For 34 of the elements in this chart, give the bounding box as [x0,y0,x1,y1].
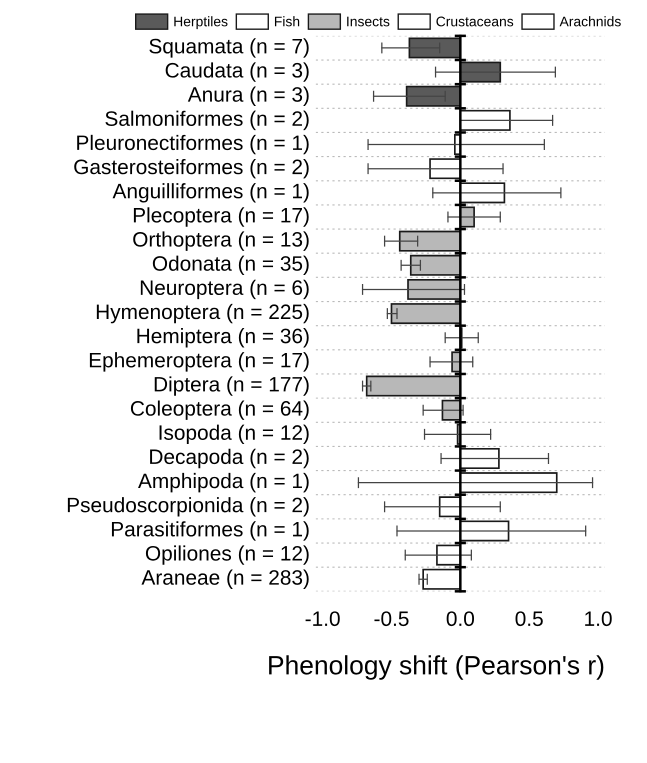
y-tick-label: Anguilliformes (n = 1) [112,183,309,203]
y-tick-label: Squamata (n = 7) [149,38,309,58]
y-tick-label: Plecoptera (n = 17) [134,207,309,227]
legend-label: Fish [274,16,300,26]
x-tick-label: 0.5 [516,611,543,626]
y-tick-label: Decapoda (n = 2) [150,448,309,468]
y-tick-label: Orthoptera (n = 13) [133,231,309,251]
y-tick-label: Coleoptera (n = 64) [130,400,309,420]
y-tick-label: Gasterosteiformes (n = 2) [74,158,309,178]
legend-label: Herptiles [174,16,228,30]
y-tick-label: Pleuronectiformes (n = 1) [77,134,309,154]
x-tick-label: -1.0 [306,611,340,626]
legend-label: Crustaceans [436,16,514,26]
y-tick-label: Odonata (n = 35) [152,256,309,275]
x-tick-label: 0.0 [446,611,474,626]
y-tick-label: Isopoda (n = 12) [160,424,309,444]
legend-label: Arachnids [560,16,621,26]
y-tick-label: Hymenoptera (n = 225) [96,304,309,324]
x-axis-title: Phenology shift (Pearson's r) [269,655,604,680]
y-tick-label: Opiliones (n = 12) [146,545,309,565]
y-tick-label: Hemiptera (n = 36) [137,328,309,348]
y-tick-label: Ephemeroptera (n = 17) [90,352,309,372]
y-tick-label: Diptera (n = 177) [154,376,309,396]
y-tick-label: Caudata (n = 3) [166,62,309,82]
y-tick-label: Parasitiformes (n = 1) [112,521,309,541]
y-tick-label: Salmoniformes (n = 2) [105,110,309,130]
y-tick-label: Anura (n = 3) [188,86,309,106]
y-tick-label: Amphipoda (n = 1) [138,472,309,492]
legend-label: Insects [347,16,390,26]
y-tick-label: Pseudoscorpionida (n = 2) [68,497,309,517]
x-tick-label: -0.5 [374,611,409,626]
x-tick-label: 1.0 [585,611,612,626]
y-tick-label: Araneae (n = 283) [141,570,309,589]
y-tick-label: Neuroptera (n = 6) [140,280,309,300]
